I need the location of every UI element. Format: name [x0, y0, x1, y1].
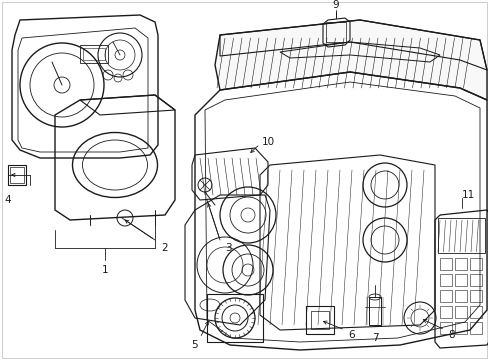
Bar	[439, 274, 451, 286]
Bar	[439, 322, 451, 334]
Bar	[439, 258, 451, 270]
Bar	[83, 48, 105, 60]
Text: 3: 3	[224, 243, 231, 253]
Bar	[469, 258, 481, 270]
Bar	[437, 218, 484, 253]
Text: 7: 7	[371, 333, 378, 343]
Bar	[454, 306, 466, 318]
Bar	[305, 306, 333, 334]
Bar	[454, 322, 466, 334]
Bar	[206, 294, 263, 342]
Bar	[469, 274, 481, 286]
Bar	[454, 258, 466, 270]
Bar	[439, 306, 451, 318]
Bar	[80, 45, 108, 63]
Bar	[325, 22, 346, 42]
Bar	[469, 322, 481, 334]
Bar	[454, 290, 466, 302]
Text: 11: 11	[461, 190, 474, 200]
Bar	[454, 274, 466, 286]
Text: 4: 4	[5, 195, 11, 205]
Bar	[368, 297, 380, 325]
Bar	[469, 290, 481, 302]
Text: 5: 5	[191, 340, 198, 350]
Text: 10: 10	[261, 137, 274, 147]
Bar	[10, 167, 24, 183]
Text: 2: 2	[162, 243, 168, 253]
Text: 9: 9	[332, 0, 339, 10]
Polygon shape	[215, 20, 486, 100]
Text: 1: 1	[102, 265, 108, 275]
Bar	[439, 290, 451, 302]
Bar	[469, 306, 481, 318]
Bar	[310, 311, 328, 329]
Text: 6: 6	[348, 330, 355, 340]
Bar	[8, 165, 26, 185]
Text: 8: 8	[448, 330, 454, 340]
